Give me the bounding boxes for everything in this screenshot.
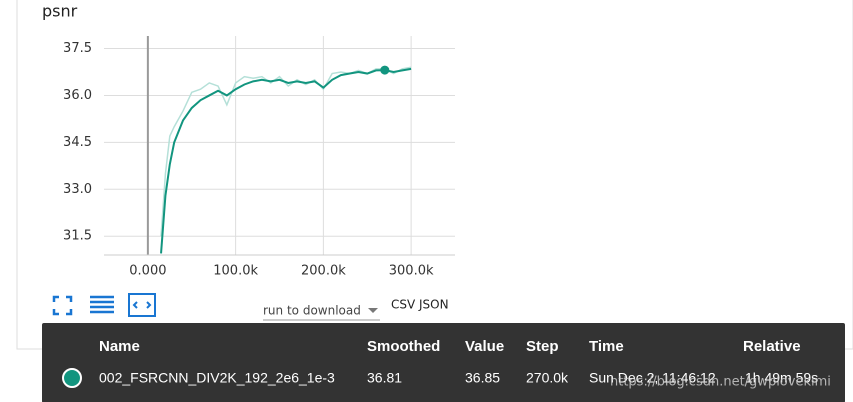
y-tick-label: 34.5 <box>63 135 92 150</box>
card <box>16 0 853 350</box>
series-line <box>160 67 412 254</box>
x-tick-label: 200.0k <box>301 264 346 279</box>
tooltip-header: Smoothed <box>367 338 440 355</box>
tooltip-cell: Sun Dec 2, 11:46:12 <box>589 370 716 386</box>
x-tick-label: 0.000 <box>129 264 166 279</box>
watermark: https://blog.csdn.net/gwplovekimi <box>610 375 831 390</box>
json-link[interactable]: JSON <box>418 298 449 312</box>
csv-link[interactable]: CSV <box>391 298 416 312</box>
run-swatch <box>62 368 82 388</box>
tooltip-cell: 36.81 <box>367 370 402 386</box>
tooltip-header: Relative <box>743 338 801 355</box>
chart-title: psnr <box>42 2 78 21</box>
y-tick-label: 36.0 <box>63 88 92 103</box>
plot: 31.5 33.0 34.5 36.0 37.5 0.000 100.0k 200.0k 300… <box>63 36 455 279</box>
tooltip-header: Value <box>465 338 504 355</box>
tooltip-cell: 002_FSRCNN_DIV2K_192_2e6_1e-3 <box>99 370 335 386</box>
tooltip-cell: 270.0k <box>526 370 569 386</box>
hover-point <box>380 65 390 75</box>
fit-domain-button[interactable] <box>128 293 156 317</box>
tooltip-cell: 1h 49m 59s <box>745 370 818 386</box>
log-scale-button[interactable] <box>90 295 114 314</box>
dropdown-arrow <box>368 308 378 313</box>
tooltip-header: Name <box>99 338 140 355</box>
x-tick-label: 100.0k <box>213 264 258 279</box>
y-tick-label: 37.5 <box>63 41 92 56</box>
x-tick-label: 300.0k <box>389 264 434 279</box>
y-tick-label: 33.0 <box>63 182 92 197</box>
tooltip-box <box>42 323 845 402</box>
tooltip-header: Step <box>526 338 559 355</box>
expand-button[interactable] <box>52 295 73 316</box>
toolbar: run to download CSV JSON <box>52 293 449 321</box>
tooltip-header: Time <box>589 338 624 355</box>
tooltip-cell: 36.85 <box>465 370 500 386</box>
tooltip: Name Smoothed Value Step Time Relative 002_FSR… <box>42 323 845 402</box>
download-select[interactable]: run to download <box>263 304 361 318</box>
y-tick-label: 31.5 <box>63 229 92 244</box>
